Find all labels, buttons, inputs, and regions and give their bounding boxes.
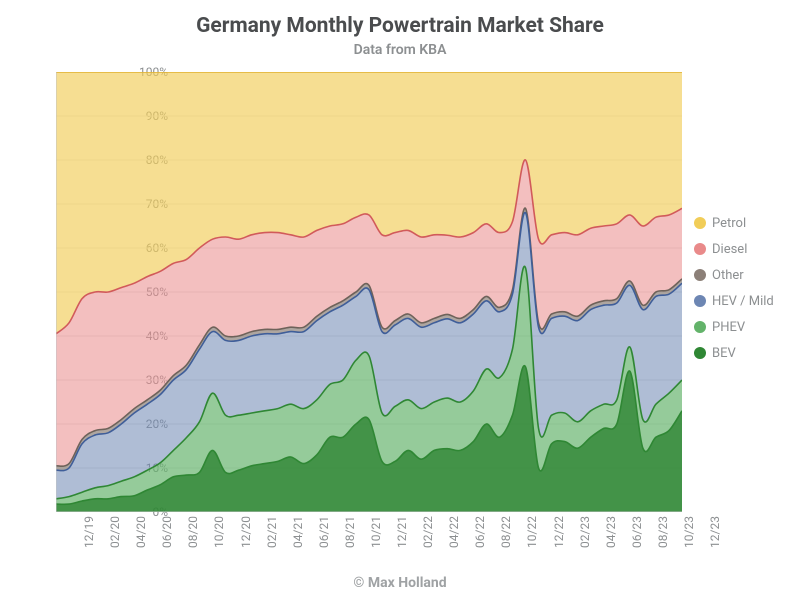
- chart-title: Germany Monthly Powertrain Market Share: [0, 14, 800, 38]
- x-tick-label: 04/21: [291, 516, 305, 548]
- legend: Petrol Diesel Other HEV / Mild PHEV BEV: [694, 210, 774, 366]
- legend-item: Other: [694, 262, 774, 288]
- x-tick-label: 08/20: [186, 516, 200, 548]
- legend-label: Other: [712, 268, 744, 283]
- legend-swatch: [694, 217, 706, 229]
- x-tick-label: 10/22: [525, 516, 539, 548]
- x-tick-label: 04/22: [447, 516, 461, 548]
- legend-item: Diesel: [694, 236, 774, 262]
- x-tick-label: 06/21: [317, 516, 331, 548]
- legend-item: HEV / Mild: [694, 288, 774, 314]
- chart-container: Germany Monthly Powertrain Market Share …: [0, 0, 800, 601]
- legend-item: Petrol: [694, 210, 774, 236]
- x-tick-label: 04/20: [134, 516, 148, 548]
- legend-swatch: [694, 269, 706, 281]
- x-tick-label: 08/22: [499, 516, 513, 548]
- x-tick-label: 08/23: [656, 516, 670, 548]
- x-tick-label: 12/21: [395, 516, 409, 548]
- x-tick-label: 06/22: [473, 516, 487, 548]
- x-tick-label: 02/21: [265, 516, 279, 548]
- x-tick-label: 02/22: [421, 516, 435, 548]
- plot-area: [56, 72, 682, 512]
- legend-swatch: [694, 295, 706, 307]
- legend-swatch: [694, 347, 706, 359]
- chart-footer: © Max Holland: [0, 575, 800, 591]
- x-tick-label: 10/21: [369, 516, 383, 548]
- x-tick-label: 12/23: [708, 516, 722, 548]
- plot-svg: [56, 72, 682, 512]
- x-tick-label: 02/23: [578, 516, 592, 548]
- legend-swatch: [694, 321, 706, 333]
- x-tick-label: 10/23: [682, 516, 696, 548]
- x-tick-label: 06/20: [160, 516, 174, 548]
- x-tick-label: 02/20: [108, 516, 122, 548]
- x-tick-label: 04/23: [604, 516, 618, 548]
- x-tick-label: 12/20: [238, 516, 252, 548]
- legend-item: BEV: [694, 340, 774, 366]
- legend-label: PHEV: [712, 320, 745, 335]
- x-tick-label: 10/20: [212, 516, 226, 548]
- legend-label: HEV / Mild: [712, 294, 774, 309]
- chart-subtitle: Data from KBA: [0, 42, 800, 58]
- legend-item: PHEV: [694, 314, 774, 340]
- x-tick-label: 12/19: [82, 516, 96, 548]
- x-tick-label: 06/23: [630, 516, 644, 548]
- legend-label: Petrol: [712, 216, 746, 231]
- legend-label: Diesel: [712, 242, 747, 257]
- x-tick-label: 12/22: [551, 516, 565, 548]
- x-tick-label: 08/21: [343, 516, 357, 548]
- legend-label: BEV: [712, 346, 736, 361]
- legend-swatch: [694, 243, 706, 255]
